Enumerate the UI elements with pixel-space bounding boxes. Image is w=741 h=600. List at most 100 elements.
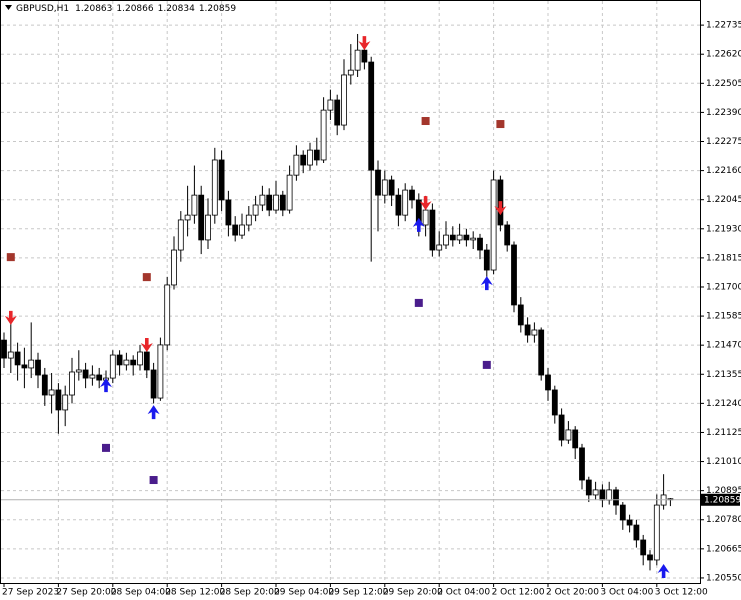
candle-body bbox=[456, 234, 463, 241]
y-tick-label: 1.21930 bbox=[706, 224, 741, 234]
y-tick-label: 1.22620 bbox=[706, 50, 741, 60]
x-tick-label: 2 Oct 04:00 bbox=[437, 588, 490, 598]
signal-arrow-down bbox=[358, 36, 371, 51]
candle-body bbox=[592, 489, 599, 496]
y-tick-label: 1.22160 bbox=[706, 166, 741, 176]
y-tick-label: 1.21355 bbox=[706, 370, 741, 380]
candle-body bbox=[606, 489, 613, 501]
candle-body bbox=[35, 359, 41, 376]
y-tick-label: 1.21585 bbox=[706, 312, 741, 322]
candle-body bbox=[157, 344, 164, 399]
candle-body bbox=[225, 199, 232, 226]
x-tick-label: 3 Oct 04:00 bbox=[600, 588, 653, 598]
x-tick-label: 27 Sep 2023 bbox=[2, 588, 59, 598]
x-tick-label: 2 Oct 12:00 bbox=[492, 588, 545, 598]
candle-body bbox=[89, 374, 96, 379]
header-close: 1.20859 bbox=[199, 4, 236, 14]
candle-body bbox=[361, 49, 368, 63]
x-tick-label: 28 Sep 04:00 bbox=[111, 588, 171, 598]
x-tick-label: 3 Oct 12:00 bbox=[655, 588, 708, 598]
signal-square bbox=[482, 360, 491, 369]
signals bbox=[4, 36, 670, 579]
candle-body bbox=[218, 159, 225, 201]
candle-body bbox=[62, 394, 69, 411]
menu-triangle[interactable] bbox=[5, 5, 12, 10]
candle-body bbox=[150, 369, 157, 399]
candle-body bbox=[653, 504, 660, 561]
candle-body bbox=[28, 359, 35, 369]
y-tick-label: 1.21010 bbox=[706, 457, 741, 467]
candle-body bbox=[252, 204, 259, 216]
y-tick-label: 1.22735 bbox=[706, 21, 741, 31]
symbol: GBPUSD,H1 bbox=[16, 4, 69, 14]
current-price-label: 1.20859 bbox=[704, 495, 741, 505]
y-tick-label: 1.21815 bbox=[706, 253, 741, 263]
candle-body bbox=[538, 329, 545, 376]
header: GBPUSD,H1 1.20863 1.20866 1.20834 1.20859 bbox=[16, 4, 236, 14]
y-tick-label: 1.20895 bbox=[706, 486, 741, 496]
header-high: 1.20866 bbox=[116, 4, 153, 14]
y-tick-label: 1.22045 bbox=[706, 195, 741, 205]
candle-body bbox=[572, 429, 579, 449]
x-tick-label: 2 Oct 20:00 bbox=[546, 588, 599, 598]
candle-body bbox=[599, 489, 606, 501]
candle-body bbox=[232, 224, 239, 236]
candle-body bbox=[443, 234, 449, 246]
candle-body bbox=[354, 49, 361, 71]
y-tick-label: 1.21470 bbox=[706, 341, 741, 351]
candle-body bbox=[205, 214, 211, 241]
candle-body bbox=[511, 244, 517, 306]
candle-body bbox=[164, 284, 171, 346]
candle-body bbox=[7, 351, 14, 359]
y-tick-label: 1.20665 bbox=[706, 544, 741, 554]
candle-body bbox=[198, 194, 205, 241]
candle-body bbox=[565, 429, 572, 441]
candle-body bbox=[279, 194, 286, 211]
candle-body bbox=[143, 351, 150, 371]
signal-square bbox=[6, 253, 15, 262]
candle-body bbox=[286, 174, 293, 211]
signal-square bbox=[421, 117, 430, 126]
candle-body bbox=[48, 389, 55, 396]
candle-body bbox=[41, 374, 48, 396]
plot-frame bbox=[0, 0, 701, 584]
candle-body bbox=[259, 194, 266, 206]
candle-body bbox=[402, 189, 409, 216]
candle-body bbox=[531, 329, 538, 336]
candle-body bbox=[551, 389, 558, 416]
candle-body bbox=[429, 209, 436, 251]
y-tick-label: 1.22390 bbox=[706, 108, 741, 118]
signal-square bbox=[496, 120, 505, 129]
candle-body bbox=[239, 224, 245, 236]
candle-body bbox=[409, 189, 415, 201]
candle-body bbox=[619, 504, 626, 521]
y-tick-label: 1.21125 bbox=[706, 428, 741, 438]
candle-body bbox=[381, 179, 388, 196]
y-tick-label: 1.20780 bbox=[706, 515, 741, 525]
candle-body bbox=[266, 194, 273, 211]
x-tick-label: 29 Sep 20:00 bbox=[383, 588, 443, 598]
candle-body bbox=[184, 214, 191, 221]
candle-body bbox=[109, 354, 116, 379]
x-tick-label: 29 Sep 04:00 bbox=[274, 588, 334, 598]
y-tick-label: 1.21700 bbox=[706, 282, 741, 292]
header-low: 1.20834 bbox=[158, 4, 195, 14]
candle-body bbox=[647, 554, 653, 561]
candle-body bbox=[341, 74, 347, 126]
x-tick-label: 28 Sep 20:00 bbox=[220, 588, 280, 598]
candle-body bbox=[375, 169, 381, 196]
current-price-box bbox=[701, 493, 740, 506]
y-tick-label: 1.21240 bbox=[706, 399, 741, 409]
x-tick-label: 27 Sep 20:00 bbox=[56, 588, 116, 598]
candle-body bbox=[626, 519, 633, 526]
candle-body bbox=[307, 149, 313, 166]
candle-body bbox=[504, 224, 511, 246]
candle-body bbox=[177, 219, 184, 251]
signal-arrow-up bbox=[100, 378, 112, 393]
candle-body bbox=[300, 154, 307, 166]
candle-body bbox=[613, 489, 619, 506]
candle-body bbox=[55, 389, 62, 411]
candle-body bbox=[558, 414, 565, 441]
header-open: 1.20863 bbox=[75, 4, 112, 14]
signal-arrow-down bbox=[140, 338, 153, 353]
